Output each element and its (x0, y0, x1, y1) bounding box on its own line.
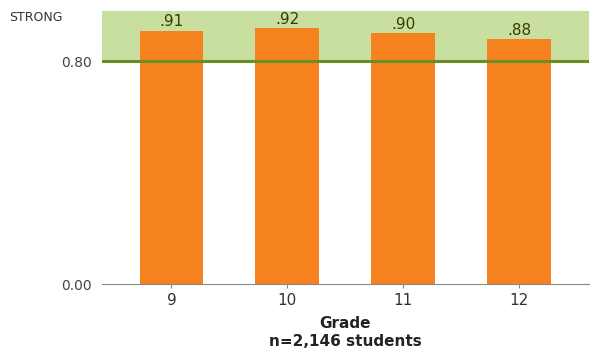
Bar (102, 11, 589, 61)
Bar (256, 28, 319, 284)
Text: .91: .91 (159, 14, 184, 30)
X-axis label: Grade
n=2,146 students: Grade n=2,146 students (269, 316, 422, 349)
Bar (371, 33, 435, 284)
Text: .90: .90 (391, 17, 415, 32)
Text: .88: .88 (507, 23, 532, 38)
Text: .92: .92 (275, 12, 299, 27)
Bar (140, 31, 203, 284)
Text: STRONG: STRONG (10, 11, 63, 24)
Bar (487, 39, 551, 284)
